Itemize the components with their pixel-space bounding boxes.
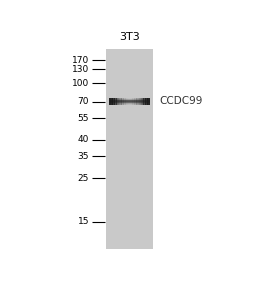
Text: 40: 40 <box>78 135 89 144</box>
Bar <box>149 98 150 105</box>
Bar <box>128 98 129 105</box>
Bar <box>125 98 126 105</box>
Bar <box>109 101 150 102</box>
Bar <box>109 99 150 100</box>
Text: 35: 35 <box>78 152 89 160</box>
Bar <box>143 98 144 105</box>
Bar <box>138 98 139 105</box>
Bar <box>119 98 120 105</box>
Bar <box>139 98 140 105</box>
Bar <box>116 98 117 105</box>
Bar <box>106 49 153 248</box>
Text: 130: 130 <box>72 65 89 74</box>
Bar <box>136 98 137 105</box>
Bar <box>147 98 148 105</box>
Bar <box>147 98 148 105</box>
Bar <box>137 98 138 105</box>
Bar <box>109 104 150 105</box>
Bar <box>127 98 128 105</box>
Bar <box>145 98 146 105</box>
Bar <box>120 98 121 105</box>
Bar <box>145 98 146 105</box>
Text: CCDC99: CCDC99 <box>160 96 203 106</box>
Bar <box>148 98 149 105</box>
Bar <box>142 98 143 105</box>
Text: 55: 55 <box>78 113 89 122</box>
Bar <box>109 100 150 101</box>
Bar <box>124 98 125 105</box>
Bar <box>122 98 123 105</box>
Bar <box>131 98 132 105</box>
Bar <box>126 98 127 105</box>
Bar <box>110 98 111 105</box>
Bar <box>109 98 110 105</box>
Bar <box>109 103 150 104</box>
Bar <box>141 98 142 105</box>
Bar <box>121 98 122 105</box>
Bar <box>144 98 145 105</box>
Bar <box>114 98 115 105</box>
Bar <box>123 98 124 105</box>
Bar <box>113 98 114 105</box>
Bar <box>112 98 113 105</box>
Text: 100: 100 <box>72 79 89 88</box>
Bar <box>109 102 150 103</box>
Bar <box>130 98 131 105</box>
Text: 3T3: 3T3 <box>119 32 140 42</box>
Text: 15: 15 <box>78 218 89 226</box>
Bar <box>109 98 150 99</box>
Bar <box>143 98 144 105</box>
Bar <box>115 98 116 105</box>
Bar <box>134 98 135 105</box>
Bar <box>117 98 118 105</box>
Bar <box>140 98 142 105</box>
Bar <box>111 98 112 105</box>
Text: 70: 70 <box>78 97 89 106</box>
Bar <box>134 98 135 105</box>
Bar <box>123 98 124 105</box>
Text: 170: 170 <box>72 56 89 65</box>
Bar <box>109 104 150 105</box>
Bar <box>129 98 130 105</box>
Bar <box>132 98 133 105</box>
Bar <box>119 98 120 105</box>
Bar <box>140 98 141 105</box>
Text: 25: 25 <box>78 174 89 183</box>
Bar <box>146 98 147 105</box>
Bar <box>133 98 134 105</box>
Bar <box>130 98 131 105</box>
Bar <box>118 98 119 105</box>
Bar <box>116 98 117 105</box>
Bar <box>112 98 113 105</box>
Bar <box>136 98 137 105</box>
Bar <box>135 98 136 105</box>
Bar <box>109 98 150 99</box>
